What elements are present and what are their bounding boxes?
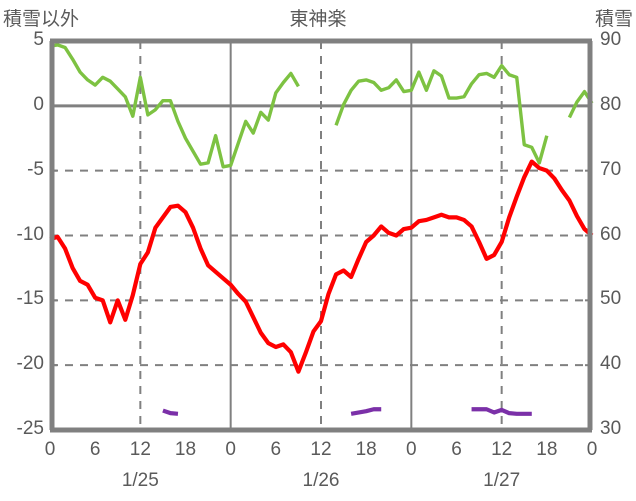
x-axis-tick-label: 12 [129, 439, 151, 460]
x-axis-tick-label: 18 [355, 439, 377, 460]
x-axis-tick-label: 0 [44, 439, 56, 460]
y-axis-tick-label-right: 90 [600, 29, 622, 50]
series-line-purple [471, 407, 532, 416]
x-axis-tick-label: 12 [310, 439, 332, 460]
series-line-purple [350, 407, 382, 416]
y-axis-tick-label-left: -5 [27, 158, 44, 180]
right-axis-caption: 積雪 [594, 9, 633, 30]
x-axis-tick-label: 18 [174, 439, 197, 460]
y-axis-tick-label-right: 70 [600, 158, 622, 180]
x-axis-tick-label: 0 [225, 439, 236, 460]
y-axis-tick-label-right: 50 [600, 288, 622, 310]
x-axis-tick-label: 0 [406, 439, 417, 460]
x-axis-tick-label: 6 [89, 439, 101, 460]
y-axis-tick-label-left: 5 [33, 29, 44, 50]
y-axis-tick-label-right: 80 [600, 93, 622, 115]
chart-title: 東神楽 [289, 9, 347, 30]
x-axis-day-label: 1/26 [302, 470, 340, 491]
y-axis-tick-label-right: 60 [600, 223, 622, 245]
series-line-green [49, 43, 300, 169]
x-axis-tick-label: 18 [536, 439, 558, 460]
series-line-purple [162, 408, 179, 416]
x-axis-day-label: 1/27 [483, 470, 521, 491]
x-axis-tick-label: 12 [491, 439, 513, 460]
y-axis-tick-label-left: -10 [16, 223, 44, 245]
series-line-green [334, 63, 549, 165]
x-axis-day-label: 1/25 [121, 470, 159, 491]
y-axis-tick-label-left: 0 [33, 93, 44, 115]
left-axis-caption: 積雪以外 [3, 9, 80, 30]
y-axis-tick-label-left: -15 [16, 288, 44, 310]
x-axis-tick-label: 6 [270, 439, 282, 460]
x-axis-tick-label: 6 [451, 439, 462, 460]
y-axis-tick-label-left: -20 [16, 353, 44, 375]
y-axis-tick-label-right: 40 [600, 353, 622, 375]
series-line-red [49, 159, 594, 374]
x-axis-tick-label: 0 [586, 439, 598, 460]
y-axis-tick-label-left: -25 [16, 418, 44, 439]
y-axis-tick-label-right: 30 [600, 418, 622, 439]
